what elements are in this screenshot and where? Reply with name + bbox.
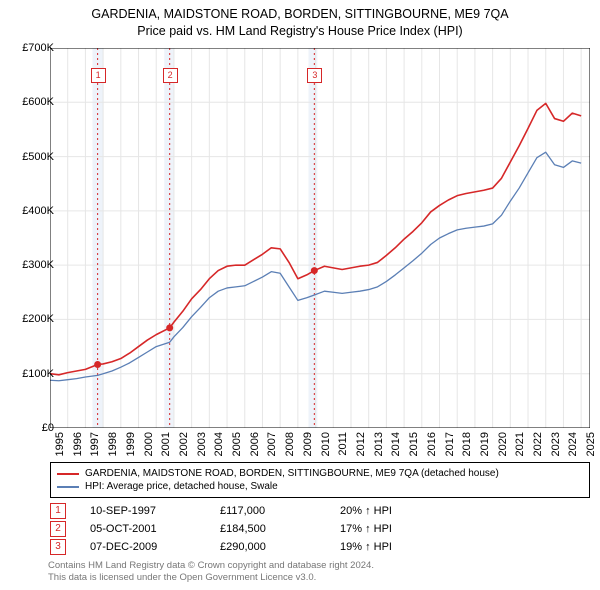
x-tick-label: 2001 — [160, 432, 172, 456]
x-tick-label: 2005 — [231, 432, 243, 456]
chart-sale-marker: 2 — [163, 68, 178, 83]
chart-container: GARDENIA, MAIDSTONE ROAD, BORDEN, SITTIN… — [0, 0, 600, 590]
x-tick-label: 2014 — [390, 432, 402, 456]
sale-date: 07-DEC-2009 — [90, 541, 220, 553]
legend: GARDENIA, MAIDSTONE ROAD, BORDEN, SITTIN… — [50, 462, 590, 498]
sale-pct: 20% ↑ HPI — [340, 505, 460, 517]
sales-row: 2 05-OCT-2001 £184,500 17% ↑ HPI — [50, 520, 460, 538]
sale-marker-1: 1 — [50, 503, 66, 519]
y-tick-label: £100K — [22, 368, 54, 380]
chart-area: 1 2 3 — [50, 48, 590, 428]
x-tick-label: 2008 — [284, 432, 296, 456]
x-tick-label: 2004 — [213, 432, 225, 456]
x-tick-label: 2011 — [337, 432, 349, 456]
y-tick-label: £200K — [22, 313, 54, 325]
chart-sale-marker: 3 — [307, 68, 322, 83]
sale-price: £117,000 — [220, 505, 340, 517]
sale-price: £184,500 — [220, 523, 340, 535]
attribution-line2: This data is licensed under the Open Gov… — [48, 572, 374, 584]
legend-label-0: GARDENIA, MAIDSTONE ROAD, BORDEN, SITTIN… — [85, 468, 499, 479]
x-tick-label: 2025 — [585, 432, 597, 456]
sale-pct: 19% ↑ HPI — [340, 541, 460, 553]
x-tick-label: 2020 — [497, 432, 509, 456]
x-tick-label: 2003 — [196, 432, 208, 456]
x-tick-label: 1996 — [72, 432, 84, 456]
sale-marker-num: 2 — [55, 524, 61, 534]
chart-sale-marker: 1 — [91, 68, 106, 83]
y-tick-label: £400K — [22, 205, 54, 217]
sales-row: 1 10-SEP-1997 £117,000 20% ↑ HPI — [50, 502, 460, 520]
x-tick-label: 2010 — [320, 432, 332, 456]
sale-marker-2: 2 — [50, 521, 66, 537]
legend-swatch-1 — [57, 486, 79, 488]
y-tick-label: £500K — [22, 151, 54, 163]
sale-price: £290,000 — [220, 541, 340, 553]
sale-date: 05-OCT-2001 — [90, 523, 220, 535]
legend-swatch-0 — [57, 473, 79, 475]
x-tick-label: 2007 — [266, 432, 278, 456]
legend-label-1: HPI: Average price, detached house, Swal… — [85, 481, 278, 492]
attribution-line1: Contains HM Land Registry data © Crown c… — [48, 560, 374, 572]
x-tick-label: 2023 — [550, 432, 562, 456]
y-tick-label: £300K — [22, 259, 54, 271]
sale-marker-num: 1 — [55, 506, 61, 516]
legend-row: GARDENIA, MAIDSTONE ROAD, BORDEN, SITTIN… — [57, 467, 583, 480]
x-tick-label: 2013 — [373, 432, 385, 456]
sale-date: 10-SEP-1997 — [90, 505, 220, 517]
x-tick-label: 2017 — [444, 432, 456, 456]
x-tick-label: 2021 — [514, 432, 526, 456]
y-tick-label: £600K — [22, 96, 54, 108]
sale-marker-num: 3 — [55, 542, 61, 552]
title-line2: Price paid vs. HM Land Registry's House … — [0, 23, 600, 40]
attribution: Contains HM Land Registry data © Crown c… — [48, 560, 374, 585]
x-tick-label: 2000 — [143, 432, 155, 456]
x-tick-label: 1997 — [89, 432, 101, 456]
x-tick-label: 2009 — [302, 432, 314, 456]
sales-table: 1 10-SEP-1997 £117,000 20% ↑ HPI 2 05-OC… — [50, 502, 460, 556]
title-block: GARDENIA, MAIDSTONE ROAD, BORDEN, SITTIN… — [0, 0, 600, 40]
y-tick-label: £700K — [22, 42, 54, 54]
x-tick-label: 1995 — [54, 432, 66, 456]
x-tick-label: 2018 — [461, 432, 473, 456]
x-tick-label: 2002 — [178, 432, 190, 456]
y-tick-label: £0 — [42, 422, 54, 434]
x-tick-label: 2012 — [355, 432, 367, 456]
sales-row: 3 07-DEC-2009 £290,000 19% ↑ HPI — [50, 538, 460, 556]
legend-row: HPI: Average price, detached house, Swal… — [57, 480, 583, 493]
x-tick-label: 2015 — [408, 432, 420, 456]
title-line1: GARDENIA, MAIDSTONE ROAD, BORDEN, SITTIN… — [0, 6, 600, 23]
x-tick-label: 2006 — [249, 432, 261, 456]
x-tick-label: 2022 — [532, 432, 544, 456]
x-tick-label: 2016 — [426, 432, 438, 456]
x-tick-label: 1998 — [107, 432, 119, 456]
plot-svg — [50, 48, 590, 428]
x-tick-label: 2024 — [567, 432, 579, 456]
x-tick-label: 2019 — [479, 432, 491, 456]
sale-marker-3: 3 — [50, 539, 66, 555]
sale-pct: 17% ↑ HPI — [340, 523, 460, 535]
x-tick-label: 1999 — [125, 432, 137, 456]
